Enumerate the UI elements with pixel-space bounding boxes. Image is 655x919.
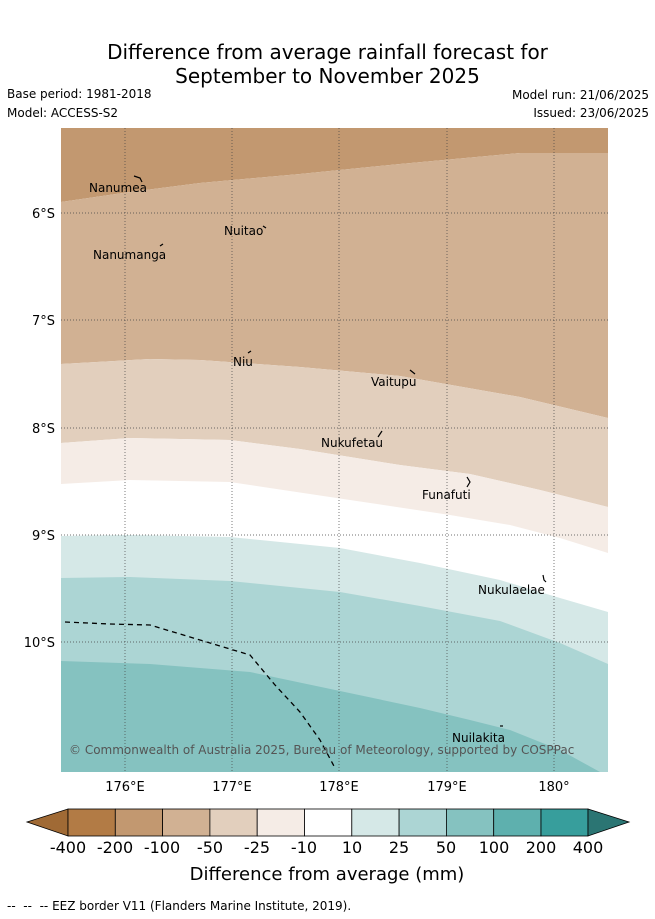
lon-tick-178e: 178°E — [319, 780, 359, 795]
colorbar-seg-10 — [493, 808, 542, 837]
island-nanumanga — [159, 243, 164, 247]
lon-axis: 176°E 177°E 178°E 179°E 180° — [105, 780, 569, 795]
colorbar-label: Difference from average (mm) — [190, 864, 465, 885]
cbar-tick-25: 25 — [389, 838, 409, 857]
colorbar-seg-7 — [351, 808, 400, 837]
place-nanumanga: Nanumanga — [93, 248, 166, 262]
colorbar — [25, 808, 631, 837]
place-funafuti: Funafuti — [422, 488, 471, 502]
cbar-tick-10: 10 — [342, 838, 362, 857]
base-period: Base period: 1981-2018 — [7, 87, 152, 101]
lat-tick-9s: 9°S — [32, 529, 55, 544]
lat-tick-6s: 6°S — [32, 207, 55, 222]
place-vaitupu: Vaitupu — [371, 375, 417, 389]
island-nanumea — [133, 175, 143, 183]
place-nuilakita: Nuilakita — [452, 731, 505, 745]
cbar-tick-minus-10: -10 — [291, 838, 317, 857]
island-funafuti — [466, 476, 471, 488]
place-nukulaelae: Nukulaelae — [478, 583, 545, 597]
colorbar-seg-11 — [540, 808, 589, 837]
cbar-tick-minus-400: -400 — [50, 838, 86, 857]
cbar-tick-minus-100: -100 — [144, 838, 180, 857]
island-niu — [247, 350, 252, 354]
lat-axis: 6°S 7°S 8°S 9°S 10°S — [24, 207, 55, 651]
colorbar-seg-9 — [445, 808, 495, 837]
copyright-notice: © Commonwealth of Australia 2025, Bureau… — [69, 743, 574, 757]
lat-tick-8s: 8°S — [32, 422, 55, 437]
colorbar-seg-2 — [114, 808, 164, 837]
eez-legend: -- -- -- EEZ border V11 (Flanders Marine… — [7, 899, 351, 913]
eez-border — [64, 621, 336, 769]
cbar-tick-minus-200: -200 — [97, 838, 133, 857]
colorbar-seg-8 — [398, 808, 447, 837]
lat-tick-7s: 7°S — [32, 314, 55, 329]
island-outlines — [133, 175, 547, 727]
cbar-tick-400: 400 — [573, 838, 604, 857]
cbar-tick-100: 100 — [479, 838, 510, 857]
title-line-2: September to November 2025 — [175, 64, 480, 88]
place-niu: Niu — [233, 355, 253, 369]
band-minus-200 — [61, 128, 608, 202]
lat-tick-10s: 10°S — [24, 636, 55, 651]
colorbar-extend-low — [25, 808, 69, 837]
place-nukufetau: Nukufetau — [321, 436, 383, 450]
cbar-tick-minus-50: -50 — [197, 838, 223, 857]
cbar-tick-minus-25: -25 — [244, 838, 270, 857]
colorbar-ticks: -400 -200 -100 -50 -25 -10 10 25 50 100 … — [50, 838, 603, 857]
model-name: Model: ACCESS-S2 — [7, 106, 119, 120]
cbar-tick-50: 50 — [436, 838, 456, 857]
chart-title: Difference from average rainfall forecas… — [0, 40, 655, 88]
lon-tick-180: 180° — [538, 780, 569, 795]
band-minus-50 — [61, 359, 608, 507]
island-vaitupu — [409, 369, 416, 375]
eez-legend-symbol: -- -- -- — [7, 899, 53, 913]
place-nuitao: Nuitao — [224, 224, 263, 238]
title-line-1: Difference from average rainfall forecas… — [107, 40, 548, 64]
cbar-tick-200: 200 — [526, 838, 557, 857]
band-plus-50 — [61, 661, 600, 772]
lon-tick-177e: 177°E — [212, 780, 252, 795]
band-minus-100 — [61, 153, 608, 418]
rainfall-map: Nanumea Nuitao Nanumanga Niu Vaitupu Nuk… — [24, 128, 631, 885]
place-nanumea: Nanumea — [89, 181, 147, 195]
band-minus-25 — [61, 438, 608, 553]
colorbar-seg-3 — [162, 808, 211, 837]
rainfall-bands — [61, 128, 608, 772]
gridlines — [61, 128, 608, 772]
lon-tick-179e: 179°E — [427, 780, 467, 795]
eez-legend-text: EEZ border V11 (Flanders Marine Institut… — [52, 899, 352, 913]
place-labels: Nanumea Nuitao Nanumanga Niu Vaitupu Nuk… — [89, 181, 545, 745]
colorbar-seg-1 — [67, 808, 116, 837]
island-nukulaelae — [542, 574, 547, 583]
model-run: Model run: 21/06/2025 — [511, 88, 649, 102]
colorbar-seg-6 — [304, 808, 353, 837]
colorbar-extend-high — [587, 808, 631, 837]
island-nuitao — [262, 225, 267, 229]
issued-date: Issued: 23/06/2025 — [533, 106, 649, 120]
lon-tick-176e: 176°E — [105, 780, 145, 795]
island-nukufetau — [377, 430, 383, 438]
colorbar-seg-5 — [256, 808, 305, 837]
colorbar-seg-4 — [209, 808, 258, 837]
